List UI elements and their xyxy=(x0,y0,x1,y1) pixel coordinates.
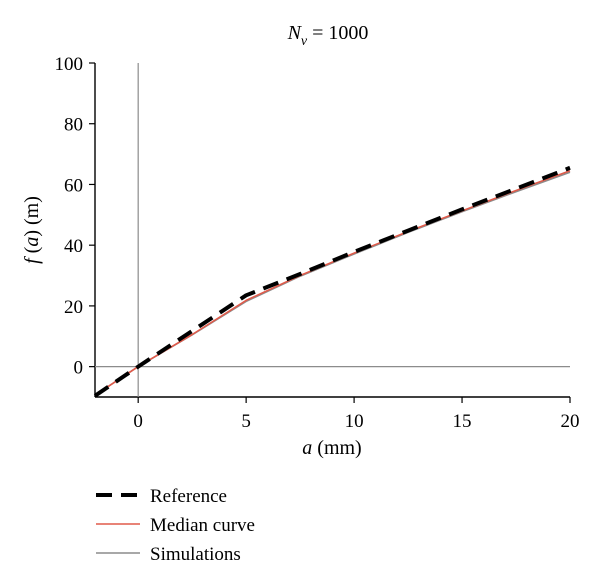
chart-title: Nv = 1000 xyxy=(287,22,369,49)
xlabel-rest: (mm) xyxy=(312,437,361,459)
y-tick-label: 100 xyxy=(55,54,84,75)
x-ticks: 0 5 10 15 20 xyxy=(133,397,580,432)
title-var: N xyxy=(287,22,303,44)
y-tick-label: 80 xyxy=(64,115,83,136)
legend-label: Reference xyxy=(150,486,227,507)
y-ticks: 0 20 40 60 80 100 xyxy=(55,54,95,379)
series-reference-line xyxy=(93,165,571,398)
series-median-curve-line xyxy=(94,170,571,396)
legend-label: Median curve xyxy=(150,515,255,536)
x-tick-label: 0 xyxy=(133,411,143,432)
y-tick-label: 60 xyxy=(64,175,83,196)
xlabel-var: a xyxy=(302,437,312,459)
title-rest: = 1000 xyxy=(307,22,368,44)
y-tick-label: 20 xyxy=(64,297,83,318)
series-simulations-line xyxy=(94,171,571,396)
ylabel-var: a xyxy=(21,237,43,247)
ylabel-open: ( xyxy=(21,246,43,258)
legend-label: Simulations xyxy=(150,544,241,565)
x-tick-label: 20 xyxy=(561,411,580,432)
x-axis-label: a (mm) xyxy=(302,437,361,459)
x-tick-label: 5 xyxy=(241,411,251,432)
y-axis-label: f (a) (m) xyxy=(21,196,43,264)
ylabel-func: f xyxy=(21,256,43,264)
title-subscript: v xyxy=(301,34,308,49)
ylabel-rest: ) (m) xyxy=(21,196,43,237)
x-tick-label: 10 xyxy=(345,411,364,432)
y-tick-label: 0 xyxy=(74,358,84,379)
y-tick-label: 40 xyxy=(64,236,83,257)
x-tick-label: 15 xyxy=(453,411,472,432)
series-layer xyxy=(93,165,571,398)
legend: Reference Median curve Simulations xyxy=(96,486,255,565)
